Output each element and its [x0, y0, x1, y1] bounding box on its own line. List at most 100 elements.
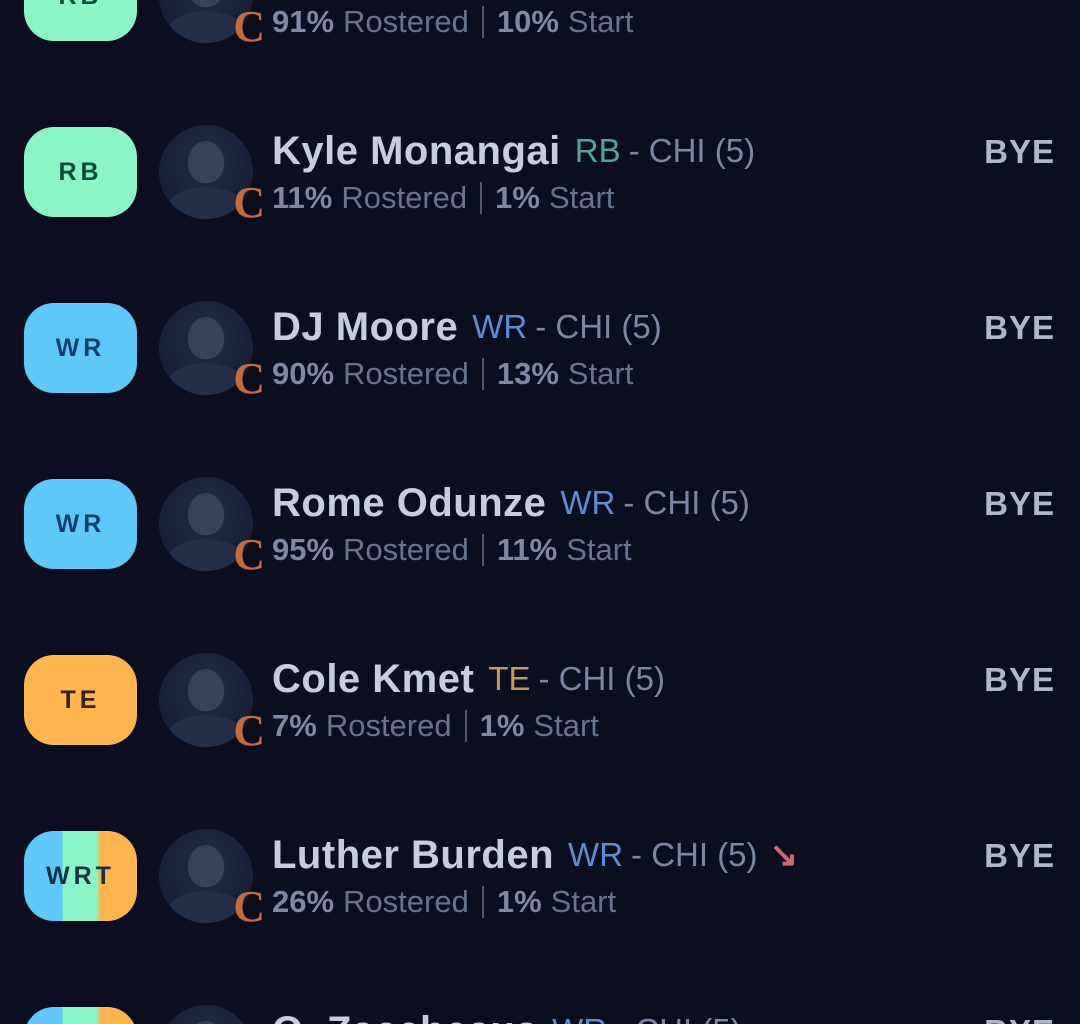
rostered-percent: 91%: [272, 4, 335, 39]
start-label: Start: [566, 532, 632, 567]
player-team: - CHI (5): [628, 132, 756, 169]
player-row[interactable]: RB C 91% Rostered 10% Start: [0, 0, 1080, 84]
player-position: WR: [552, 1012, 607, 1024]
player-avatar: C: [159, 477, 265, 577]
player-team: - CHI (5): [623, 484, 750, 521]
player-name[interactable]: DJ Moore: [272, 304, 459, 349]
position-badge-label: WRT: [46, 861, 115, 890]
bye-badge: BYE: [984, 837, 1055, 874]
bears-logo-icon: C: [233, 354, 265, 403]
player-photo-head: [188, 0, 224, 7]
player-info: Kyle Monangai RB - CHI (5) 11% Rostered …: [272, 126, 832, 218]
player-stats-line: 95% Rostered 11% Start: [272, 530, 832, 570]
player-photo: [159, 829, 253, 923]
player-team: - CHI (5): [615, 1012, 742, 1024]
player-stats-line: 26% Rostered 1% Start: [272, 882, 832, 922]
player-row[interactable]: C O. Zaccheaus WR - CHI (5) BYE: [0, 964, 1080, 1024]
player-position: WR: [568, 836, 624, 873]
player-row[interactable]: WR C Rome Odunze WR - CHI (5) 95% Roster…: [0, 436, 1080, 612]
position-badge: [24, 1007, 137, 1024]
player-photo-shoulders: [167, 715, 245, 747]
player-position: WR: [472, 308, 528, 345]
player-team: - CHI (5): [631, 836, 758, 873]
player-row[interactable]: WR C DJ Moore WR - CHI (5) 90% Rostered …: [0, 260, 1080, 436]
player-name-line: Kyle Monangai RB - CHI (5): [272, 126, 832, 176]
bye-badge: BYE: [984, 133, 1055, 170]
player-photo: [159, 125, 253, 219]
player-position: WR: [560, 484, 616, 521]
bears-logo-icon: C: [233, 882, 265, 931]
player-stats-line: 11% Rostered 1% Start: [272, 178, 832, 218]
player-name[interactable]: Cole Kmet: [272, 656, 475, 701]
player-photo-shoulders: [167, 187, 245, 219]
player-name[interactable]: Rome Odunze: [272, 480, 547, 525]
player-name-line: Cole Kmet TE - CHI (5): [272, 654, 832, 704]
player-photo: [159, 653, 253, 747]
player-avatar: C: [159, 301, 265, 401]
player-name-line: Luther Burden WR - CHI (5) ↘: [272, 830, 832, 880]
position-badge: WRT: [24, 831, 137, 921]
position-badge: RB: [24, 0, 137, 41]
start-label: Start: [533, 708, 599, 743]
rostered-percent: 95%: [272, 532, 335, 567]
stats-divider: [464, 710, 467, 742]
player-photo-head: [188, 493, 224, 535]
rostered-percent: 11%: [272, 180, 333, 215]
player-stats-line: 91% Rostered 10% Start: [272, 2, 832, 42]
position-badge: WR: [24, 479, 137, 569]
start-percent: 1%: [496, 884, 542, 919]
stats-divider: [480, 182, 483, 214]
player-photo-shoulders: [167, 11, 245, 43]
start-label: Start: [567, 356, 634, 391]
position-badge: TE: [24, 655, 137, 745]
stats-divider: [481, 534, 484, 566]
stats-divider: [481, 886, 484, 918]
player-info: 91% Rostered 10% Start: [272, 0, 832, 42]
player-name-line: Rome Odunze WR - CHI (5): [272, 478, 832, 528]
stats-divider: [481, 6, 484, 38]
bears-logo-icon: C: [233, 178, 265, 227]
rostered-label: Rostered: [343, 4, 469, 39]
rostered-percent: 26%: [272, 884, 335, 919]
player-team: - CHI (5): [535, 308, 662, 345]
start-percent: 10%: [496, 4, 559, 39]
rostered-label: Rostered: [341, 180, 468, 215]
player-name[interactable]: Luther Burden: [272, 832, 555, 877]
start-percent: 13%: [496, 356, 559, 391]
stats-divider: [481, 358, 484, 390]
player-position: TE: [488, 660, 531, 697]
player-name-line: O. Zaccheaus WR - CHI (5): [272, 1006, 832, 1024]
player-avatar: C: [159, 0, 265, 49]
player-photo: [159, 477, 253, 571]
bye-badge: BYE: [984, 661, 1055, 698]
player-row[interactable]: RB C Kyle Monangai RB - CHI (5) 11% Rost…: [0, 84, 1080, 260]
bears-logo-icon: C: [233, 2, 265, 51]
bears-logo-icon: C: [233, 530, 265, 579]
bye-badge: BYE: [984, 309, 1055, 346]
position-badge-label: RB: [58, 0, 102, 11]
player-info: DJ Moore WR - CHI (5) 90% Rostered 13% S…: [272, 302, 832, 394]
player-stats-line: 7% Rostered 1% Start: [272, 706, 832, 746]
position-badge: WR: [24, 303, 137, 393]
player-name[interactable]: Kyle Monangai: [272, 128, 561, 173]
player-row[interactable]: TE C Cole Kmet TE - CHI (5) 7% Rostered …: [0, 612, 1080, 788]
player-row[interactable]: WRT C Luther Burden WR - CHI (5) ↘ 26% R…: [0, 788, 1080, 964]
position-badge-label: WR: [55, 509, 106, 538]
player-photo-head: [188, 845, 224, 887]
start-label: Start: [548, 180, 615, 215]
player-photo-shoulders: [167, 363, 245, 395]
player-info: Cole Kmet TE - CHI (5) 7% Rostered 1% St…: [272, 654, 832, 746]
player-name[interactable]: O. Zaccheaus: [272, 1009, 538, 1024]
player-avatar: C: [159, 1005, 253, 1024]
trend-down-icon: ↘: [769, 836, 799, 874]
bears-logo-icon: C: [233, 706, 265, 755]
player-info: O. Zaccheaus WR - CHI (5): [272, 1006, 832, 1024]
rostered-label: Rostered: [343, 356, 469, 391]
player-info: Luther Burden WR - CHI (5) ↘ 26% Rostere…: [272, 830, 832, 922]
player-info: Rome Odunze WR - CHI (5) 95% Rostered 11…: [272, 478, 832, 570]
rostered-label: Rostered: [343, 532, 469, 567]
start-label: Start: [567, 4, 634, 39]
player-photo: [159, 0, 253, 43]
rostered-label: Rostered: [343, 884, 469, 919]
position-badge-label: TE: [60, 685, 101, 714]
